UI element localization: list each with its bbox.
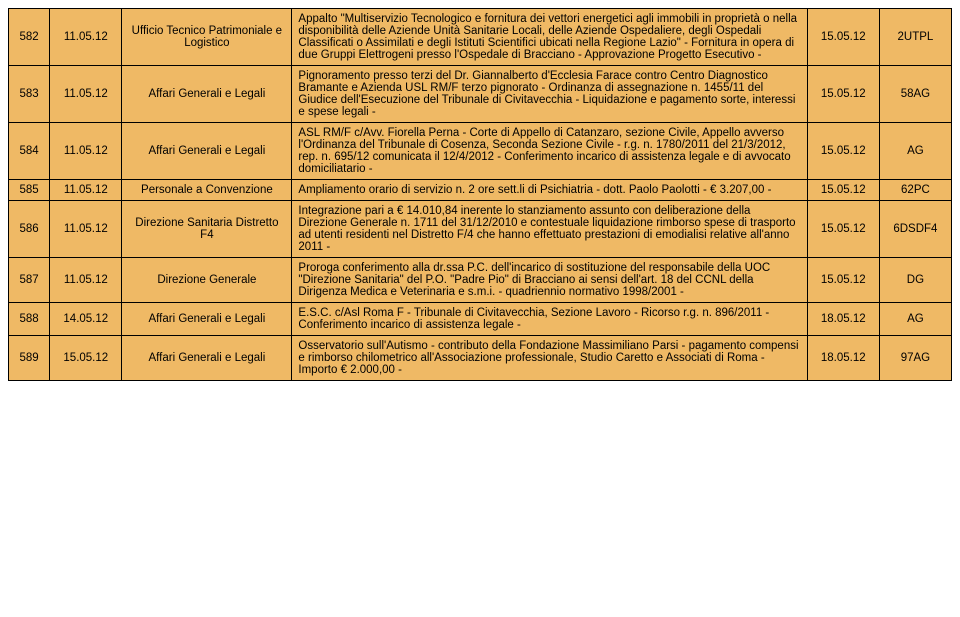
row-date1: 11.05.12 — [50, 201, 122, 258]
row-description: ASL RM/F c/Avv. Fiorella Perna - Corte d… — [292, 123, 807, 180]
row-date1: 14.05.12 — [50, 303, 122, 336]
row-date2: 15.05.12 — [807, 66, 879, 123]
row-code: 97AG — [879, 336, 951, 381]
table-row: 58915.05.12Affari Generali e LegaliOsser… — [9, 336, 952, 381]
row-date1: 11.05.12 — [50, 9, 122, 66]
row-description: Integrazione pari a € 14.010,84 inerente… — [292, 201, 807, 258]
row-description: Appalto "Multiservizio Tecnologico e for… — [292, 9, 807, 66]
row-description: E.S.C. c/Asl Roma F - Tribunale di Civit… — [292, 303, 807, 336]
row-code: 62PC — [879, 180, 951, 201]
row-department: Affari Generali e Legali — [122, 123, 292, 180]
row-number: 582 — [9, 9, 50, 66]
data-table: 58211.05.12Ufficio Tecnico Patrimoniale … — [8, 8, 952, 381]
row-department: Direzione Generale — [122, 258, 292, 303]
row-department: Ufficio Tecnico Patrimoniale e Logistico — [122, 9, 292, 66]
row-date2: 15.05.12 — [807, 258, 879, 303]
row-date1: 11.05.12 — [50, 66, 122, 123]
row-code: 6DSDF4 — [879, 201, 951, 258]
row-description: Pignoramento presso terzi del Dr. Gianna… — [292, 66, 807, 123]
row-date2: 15.05.12 — [807, 123, 879, 180]
table-row: 58814.05.12Affari Generali e LegaliE.S.C… — [9, 303, 952, 336]
row-date1: 15.05.12 — [50, 336, 122, 381]
row-description: Proroga conferimento alla dr.ssa P.C. de… — [292, 258, 807, 303]
row-date2: 15.05.12 — [807, 9, 879, 66]
row-date1: 11.05.12 — [50, 258, 122, 303]
row-number: 586 — [9, 201, 50, 258]
row-department: Personale a Convenzione — [122, 180, 292, 201]
row-code: 58AG — [879, 66, 951, 123]
row-department: Affari Generali e Legali — [122, 303, 292, 336]
row-department: Affari Generali e Legali — [122, 336, 292, 381]
row-code: AG — [879, 123, 951, 180]
table-row: 58711.05.12Direzione GeneraleProroga con… — [9, 258, 952, 303]
row-date1: 11.05.12 — [50, 123, 122, 180]
row-number: 589 — [9, 336, 50, 381]
row-description: Osservatorio sull'Autismo - contributo d… — [292, 336, 807, 381]
row-number: 587 — [9, 258, 50, 303]
row-number: 585 — [9, 180, 50, 201]
row-number: 588 — [9, 303, 50, 336]
row-department: Direzione Sanitaria Distretto F4 — [122, 201, 292, 258]
row-code: 2UTPL — [879, 9, 951, 66]
table-row: 58411.05.12Affari Generali e LegaliASL R… — [9, 123, 952, 180]
row-number: 583 — [9, 66, 50, 123]
row-description: Ampliamento orario di servizio n. 2 ore … — [292, 180, 807, 201]
row-date2: 15.05.12 — [807, 201, 879, 258]
table-row: 58311.05.12Affari Generali e LegaliPigno… — [9, 66, 952, 123]
row-date2: 15.05.12 — [807, 180, 879, 201]
row-date2: 18.05.12 — [807, 303, 879, 336]
row-number: 584 — [9, 123, 50, 180]
table-row: 58211.05.12Ufficio Tecnico Patrimoniale … — [9, 9, 952, 66]
row-code: DG — [879, 258, 951, 303]
table-row: 58611.05.12Direzione Sanitaria Distretto… — [9, 201, 952, 258]
row-date1: 11.05.12 — [50, 180, 122, 201]
row-code: AG — [879, 303, 951, 336]
row-date2: 18.05.12 — [807, 336, 879, 381]
table-row: 58511.05.12Personale a ConvenzioneAmplia… — [9, 180, 952, 201]
row-department: Affari Generali e Legali — [122, 66, 292, 123]
